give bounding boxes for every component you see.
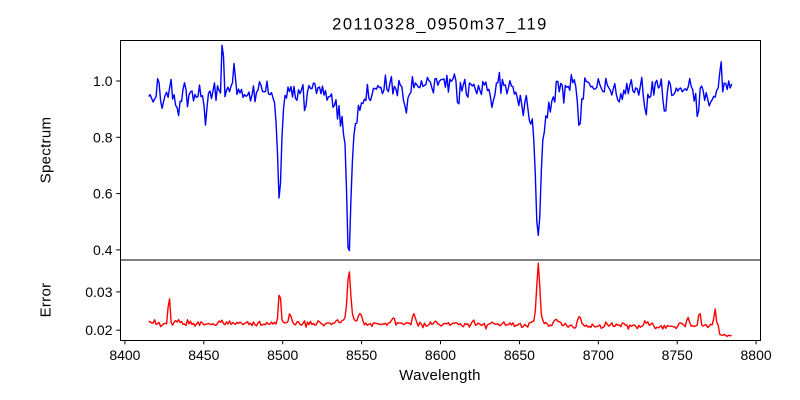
svg-text:8500: 8500	[267, 347, 298, 363]
svg-text:8750: 8750	[662, 347, 693, 363]
svg-text:Wavelength: Wavelength	[399, 367, 481, 384]
svg-text:0.03: 0.03	[85, 284, 112, 300]
svg-text:Spectrum: Spectrum	[38, 117, 55, 184]
svg-text:Error: Error	[38, 283, 55, 318]
svg-text:8600: 8600	[425, 347, 456, 363]
svg-text:0.4: 0.4	[93, 242, 113, 258]
svg-text:0.8: 0.8	[93, 129, 113, 145]
svg-text:0.02: 0.02	[85, 322, 112, 338]
svg-text:20110328_0950m37_119: 20110328_0950m37_119	[332, 16, 548, 34]
svg-text:8450: 8450	[188, 347, 219, 363]
svg-text:8400: 8400	[109, 347, 140, 363]
svg-text:8650: 8650	[504, 347, 535, 363]
svg-text:0.6: 0.6	[93, 186, 113, 202]
svg-text:8700: 8700	[583, 347, 614, 363]
svg-text:8800: 8800	[741, 347, 772, 363]
svg-text:1.0: 1.0	[93, 73, 113, 89]
svg-text:8550: 8550	[346, 347, 377, 363]
